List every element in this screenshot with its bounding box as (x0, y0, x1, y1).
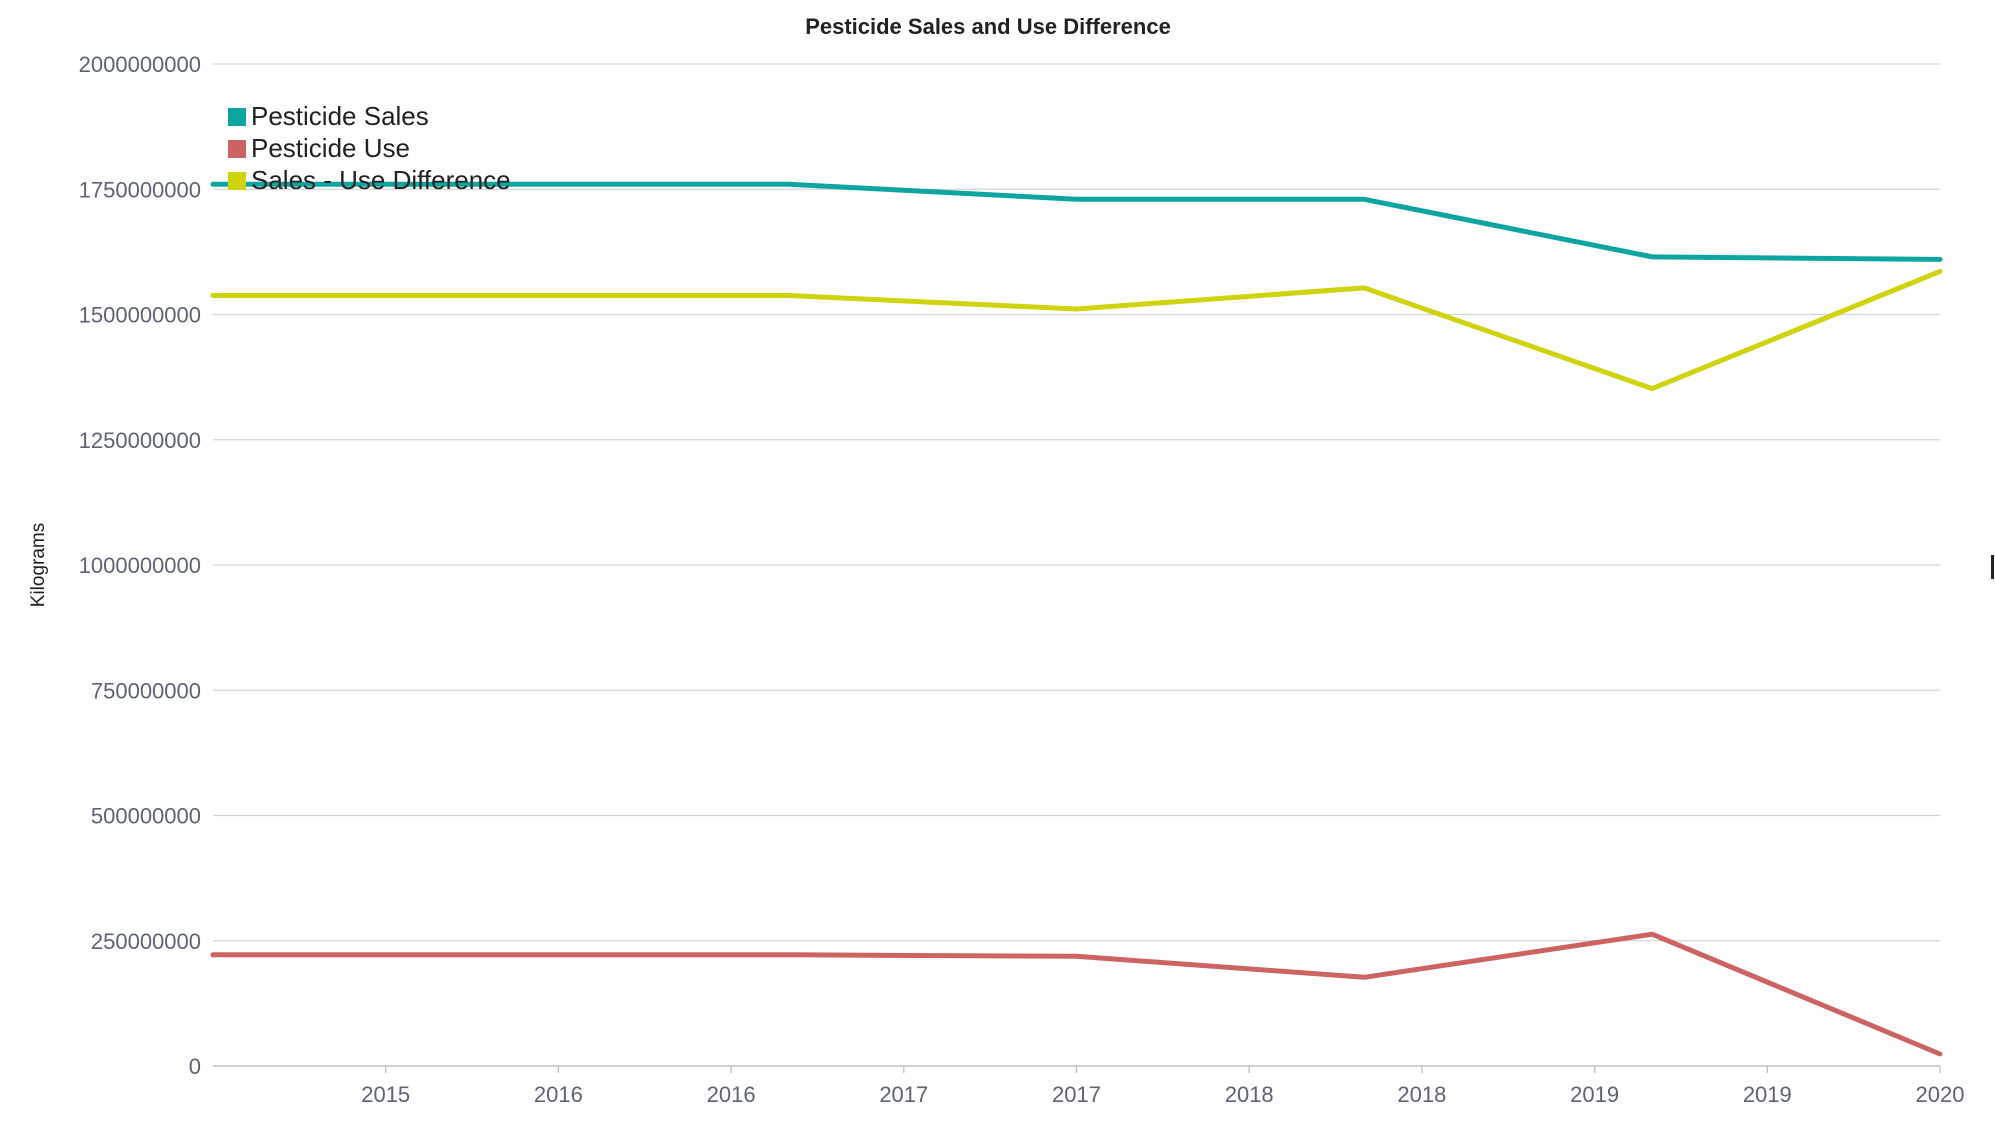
y-tick-label: 1750000000 (79, 177, 201, 202)
legend-swatch (228, 172, 246, 190)
y-tick-label: 0 (189, 1054, 201, 1079)
gridlines (213, 63, 1940, 1067)
x-tick-label: 2018 (1225, 1082, 1274, 1107)
y-tick-label: 1000000000 (79, 553, 201, 578)
legend-swatch (228, 140, 246, 158)
x-tick-label: 2015 (361, 1082, 410, 1107)
x-tick-label: 2016 (707, 1082, 756, 1107)
y-tick-label: 2000000000 (79, 52, 201, 77)
legend-label: Pesticide Use (251, 133, 410, 163)
legend-swatch (228, 108, 246, 126)
y-axis: 0 250000000 500000000 750000000 1000000000 12… (79, 52, 201, 1079)
x-tick-label: 2017 (879, 1082, 928, 1107)
chart-title: Pesticide Sales and Use Difference (805, 14, 1171, 39)
y-tick-label: 750000000 (91, 678, 201, 703)
edge-marker (1991, 555, 1994, 579)
legend-label: Sales - Use Difference (251, 165, 511, 195)
x-axis: 2015 2016 2016 2017 2017 2018 2018 2019 2019 2020 (213, 1065, 1965, 1107)
x-tick-label: 2016 (534, 1082, 583, 1107)
x-tick-label: 2019 (1743, 1082, 1792, 1107)
series-lines (210, 181, 1943, 1057)
x-tick-label: 2019 (1570, 1082, 1619, 1107)
x-tick-label: 2018 (1397, 1082, 1446, 1107)
x-tick-label: 2017 (1052, 1082, 1101, 1107)
y-tick-label: 500000000 (91, 804, 201, 829)
y-tick-label: 1250000000 (79, 428, 201, 453)
legend-label: Pesticide Sales (251, 101, 429, 131)
x-tick-label: 2020 (1916, 1082, 1965, 1107)
series-line-0 (210, 181, 1943, 262)
series-line-1 (210, 931, 1943, 1057)
y-tick-label: 250000000 (91, 929, 201, 954)
y-tick-label: 1500000000 (79, 303, 201, 328)
series-line-2 (210, 268, 1943, 392)
y-axis-label: Kilograms (28, 523, 49, 607)
